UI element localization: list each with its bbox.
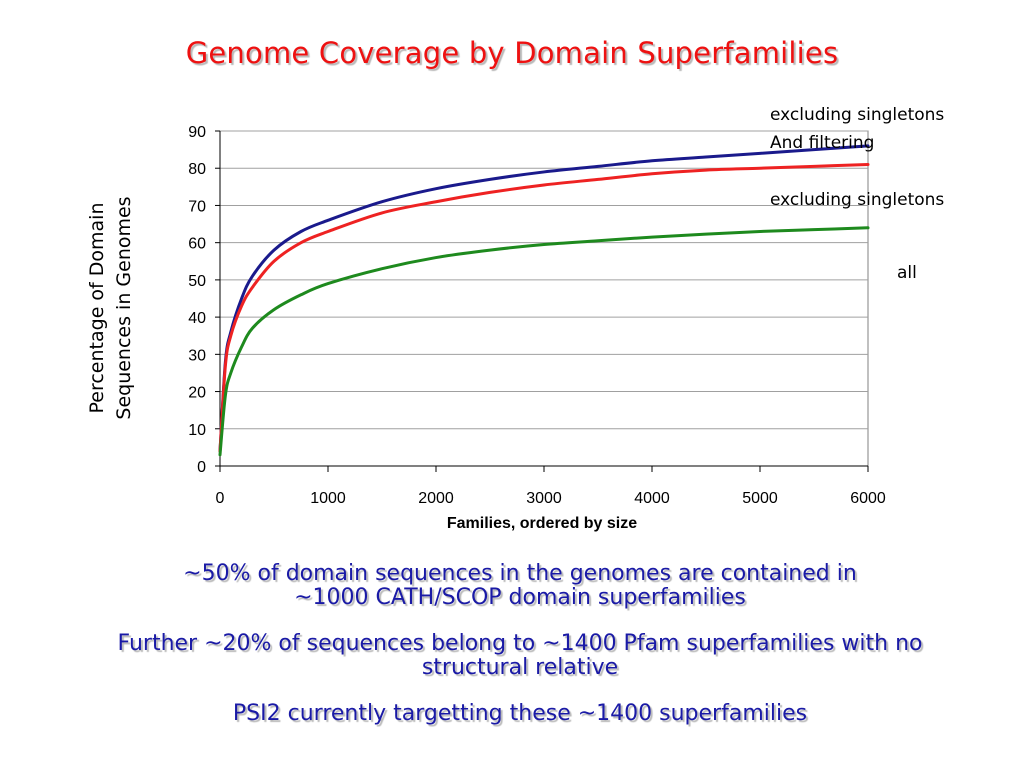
y-tick-label: 30 — [188, 347, 206, 364]
y-tick-label: 20 — [188, 385, 206, 402]
y-axis-label-line-1: Percentage of Domain — [86, 202, 108, 413]
slide-title: Genome Coverage by Domain Superfamilies — [185, 36, 839, 70]
series-label-1-line-1: excluding singletons — [770, 105, 944, 125]
y-axis-ticks: 0 10 20 30 40 50 60 70 80 90 — [188, 124, 221, 476]
x-tick-label: 2000 — [418, 490, 454, 507]
note-2: Further ~20% of sequences belong to ~140… — [20, 632, 1020, 680]
series-line-3 — [218, 226, 870, 457]
plot-area — [219, 130, 869, 467]
note-1-line-2: ~1000 CATH/SCOP domain superfamilies — [294, 585, 746, 610]
series-lines — [218, 144, 870, 457]
note-2-line-1: Further ~20% of sequences belong to ~140… — [117, 631, 923, 656]
coverage-line-chart: 0 10 20 30 40 50 60 70 80 90 0 1000 2000 3000 4000 500… — [86, 105, 944, 532]
y-tick-label: 60 — [188, 236, 206, 253]
x-tick-label: 6000 — [850, 490, 886, 507]
y-tick-label: 0 — [197, 459, 206, 476]
note-2-line-2: structural relative — [421, 655, 619, 680]
series-label-3-line-1: all — [897, 263, 917, 283]
plot-border — [219, 130, 869, 467]
series-label-2-line-1: excluding singletons — [770, 190, 944, 210]
series-annotations: excluding singletons And filtering excludi… — [770, 105, 944, 283]
y-tick-label: 50 — [188, 273, 206, 290]
x-tick-label: 3000 — [526, 490, 562, 507]
axis-labels: Families, ordered by size Percentage of D… — [86, 196, 637, 532]
x-tick-label: 5000 — [742, 490, 778, 507]
series-label-1-line-2: And filtering — [770, 133, 874, 153]
gridlines — [220, 130, 868, 430]
x-axis-label: Families, ordered by size — [447, 515, 637, 532]
y-tick-label: 10 — [188, 422, 206, 439]
y-tick-label: 40 — [188, 310, 206, 327]
note-3: PSI2 currently targetting these ~1400 su… — [20, 702, 1020, 726]
x-tick-label: 4000 — [634, 490, 670, 507]
x-tick-label: 0 — [216, 490, 225, 507]
y-tick-label: 80 — [188, 161, 206, 178]
y-axis-label-line-2: Sequences in Genomes — [113, 196, 135, 419]
note-1-line-1: ~50% of domain sequences in the genomes … — [183, 561, 857, 586]
note-3-line-1: PSI2 currently targetting these ~1400 su… — [232, 701, 808, 726]
note-1: ~50% of domain sequences in the genomes … — [20, 562, 1020, 610]
series-line-2 — [218, 163, 870, 453]
x-tick-label: 1000 — [310, 490, 346, 507]
y-tick-label: 70 — [188, 198, 206, 215]
slide-notes: ~50% of domain sequences in the genomes … — [20, 562, 1020, 748]
x-axis-ticks: 0 1000 2000 3000 4000 5000 6000 — [216, 465, 886, 507]
y-tick-label: 90 — [188, 124, 206, 141]
series-line-1 — [218, 144, 870, 453]
